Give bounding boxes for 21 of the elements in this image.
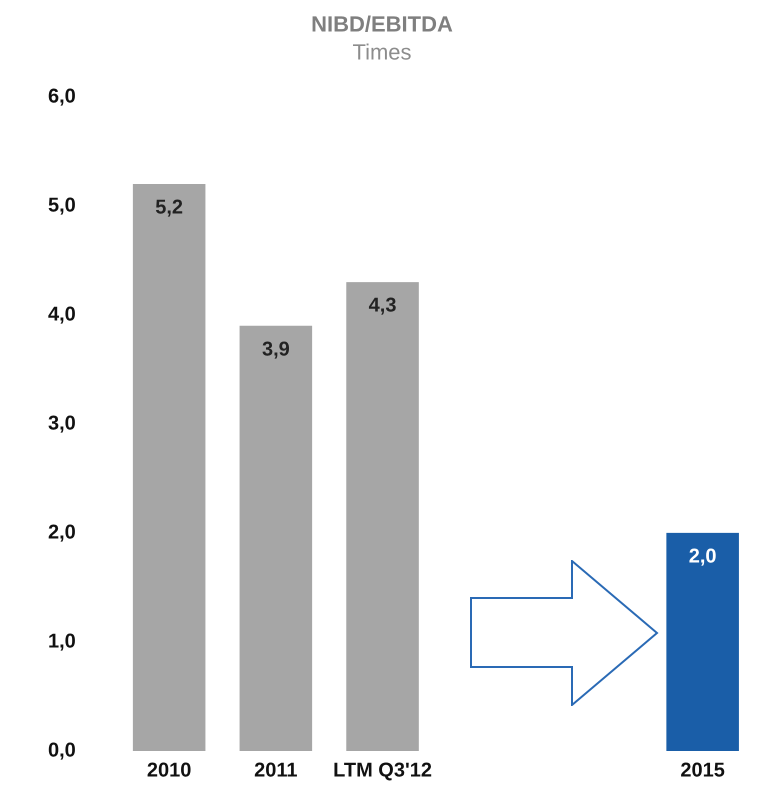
bar — [240, 326, 312, 751]
data-label: 3,9 — [262, 338, 290, 360]
y-tick-label: 0,0 — [48, 740, 76, 762]
y-tick-label: 4,0 — [48, 303, 76, 326]
y-tick-label: 2,0 — [48, 521, 76, 544]
x-tick-label: 2011 — [254, 760, 298, 782]
y-tick-label: 6,0 — [48, 85, 76, 108]
bar — [346, 282, 419, 751]
data-label: 5,2 — [155, 196, 184, 219]
x-tick-label: 2010 — [146, 760, 192, 782]
bar — [132, 184, 206, 751]
data-label: 2,0 — [688, 545, 717, 568]
y-tick-label: 3,0 — [48, 412, 76, 434]
chart-title: NIBD/EBITDA — [311, 11, 453, 36]
y-tick-label: 1,0 — [48, 630, 76, 652]
y-tick-label: 5,0 — [48, 194, 76, 216]
bar — [666, 532, 739, 751]
chart-subtitle: Times — [352, 40, 412, 65]
data-label: 4,3 — [368, 294, 396, 317]
x-tick-label: LTM Q3'12 — [333, 760, 432, 782]
x-tick-label: 2015 — [680, 760, 725, 782]
